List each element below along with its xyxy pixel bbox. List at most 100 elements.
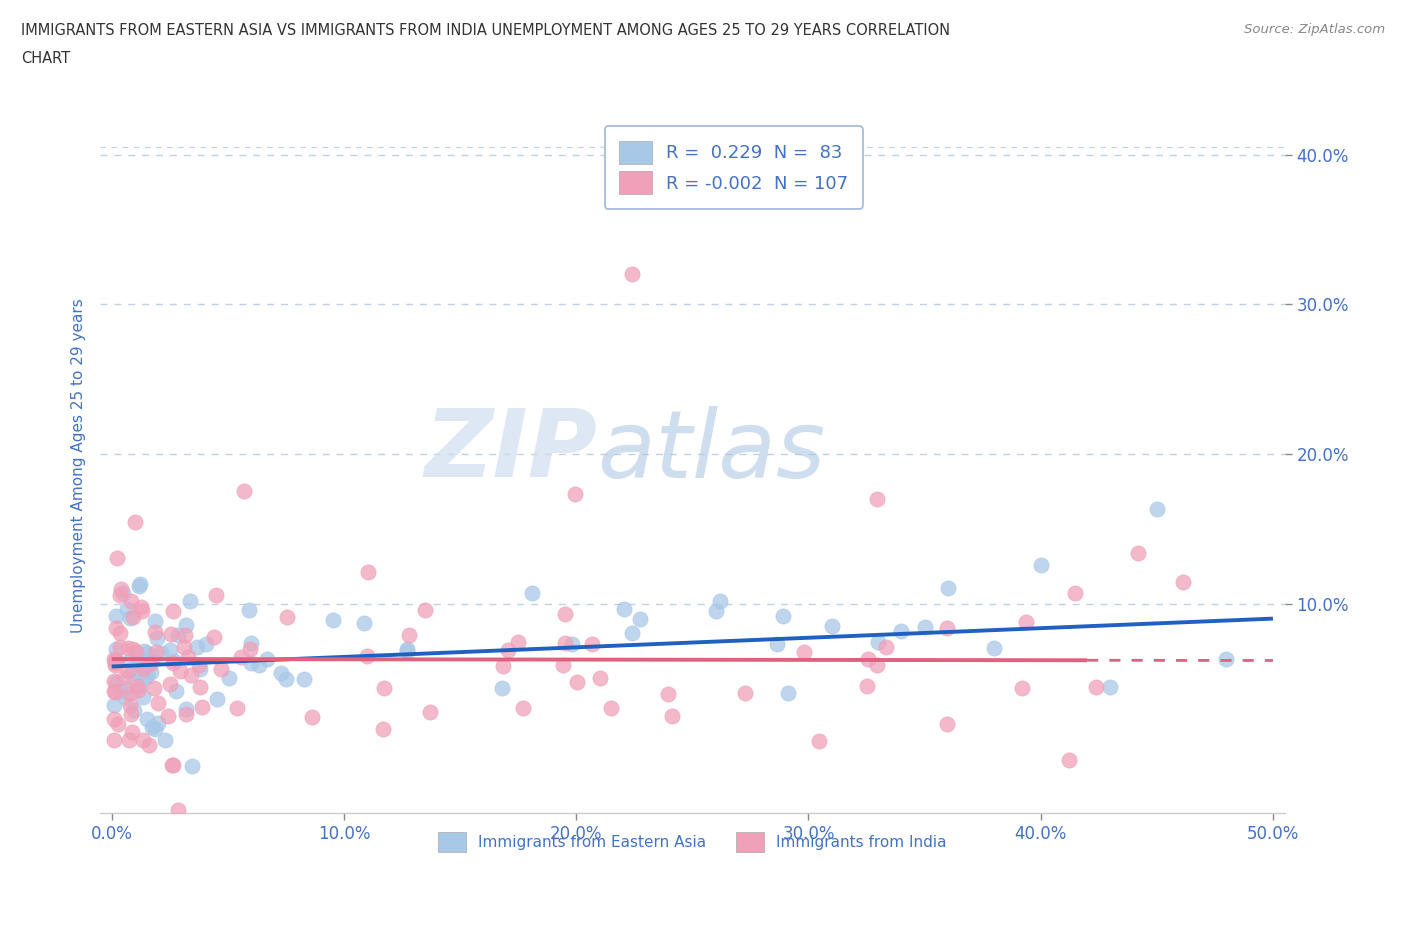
Point [117, 641, 139, 656]
Point [202, 629, 225, 644]
Point [114, 689, 136, 704]
Point [180, 668, 202, 683]
Point [139, 665, 162, 680]
Point [240, 656, 263, 671]
Point [134, 671, 156, 685]
Point [121, 610, 143, 625]
Point [599, 700, 621, 715]
Point [124, 514, 146, 529]
Point [129, 599, 152, 614]
Point [564, 487, 586, 502]
Point [232, 484, 254, 498]
Point [1099, 680, 1122, 695]
Point [734, 685, 756, 700]
Point [247, 658, 270, 672]
Point [132, 733, 155, 748]
Point [274, 672, 297, 687]
Point [104, 621, 127, 636]
Point [188, 661, 211, 676]
Point [103, 674, 125, 689]
Point [207, 692, 229, 707]
Point [498, 643, 520, 658]
Point [1215, 651, 1237, 666]
Point [162, 656, 184, 671]
Point [143, 681, 166, 696]
Point [554, 635, 576, 650]
Point [238, 603, 260, 618]
Point [174, 707, 197, 722]
Point [104, 642, 127, 657]
Point [115, 602, 138, 617]
Point [218, 671, 240, 685]
Point [181, 759, 204, 774]
Point [875, 640, 897, 655]
Point [163, 654, 186, 669]
Point [120, 611, 142, 626]
Point [512, 700, 534, 715]
Text: Source: ZipAtlas.com: Source: ZipAtlas.com [1244, 23, 1385, 36]
Point [188, 680, 211, 695]
Point [1085, 680, 1108, 695]
Point [765, 637, 787, 652]
Point [132, 653, 155, 668]
Point [104, 656, 127, 671]
Point [145, 645, 167, 660]
Point [1015, 615, 1038, 630]
Text: ZIP: ZIP [425, 405, 598, 498]
Point [270, 666, 292, 681]
Point [1171, 575, 1194, 590]
Point [492, 659, 515, 674]
Point [166, 628, 188, 643]
Point [772, 608, 794, 623]
Point [807, 734, 830, 749]
Point [160, 758, 183, 773]
Point [118, 698, 141, 713]
Point [935, 620, 957, 635]
Point [114, 681, 136, 696]
Point [131, 660, 153, 675]
Point [127, 683, 149, 698]
Point [121, 665, 143, 680]
Legend: Immigrants from Eastern Asia, Immigrants from India: Immigrants from Eastern Asia, Immigrants… [432, 826, 953, 857]
Point [866, 491, 889, 506]
Point [121, 642, 143, 657]
Point [131, 661, 153, 676]
Point [396, 644, 419, 658]
Point [195, 637, 218, 652]
Point [117, 664, 139, 679]
Point [138, 737, 160, 752]
Point [173, 639, 195, 654]
Point [138, 654, 160, 669]
Point [118, 733, 141, 748]
Point [1126, 546, 1149, 561]
Point [107, 717, 129, 732]
Point [105, 675, 128, 690]
Point [373, 681, 395, 696]
Point [240, 636, 263, 651]
Point [105, 551, 128, 565]
Point [1146, 502, 1168, 517]
Point [166, 803, 188, 817]
Point [112, 586, 135, 601]
Point [561, 636, 583, 651]
Point [191, 699, 214, 714]
Point [856, 678, 879, 693]
Point [108, 626, 131, 641]
Point [103, 651, 125, 666]
Point [131, 604, 153, 618]
Point [108, 640, 131, 655]
Point [139, 657, 162, 671]
Point [356, 648, 378, 663]
Point [145, 631, 167, 645]
Text: IMMIGRANTS FROM EASTERN ASIA VS IMMIGRANTS FROM INDIA UNEMPLOYMENT AMONG AGES 25: IMMIGRANTS FROM EASTERN ASIA VS IMMIGRAN… [21, 23, 950, 38]
Text: CHART: CHART [21, 51, 70, 66]
Point [122, 703, 145, 718]
Point [256, 652, 278, 667]
Point [936, 580, 959, 595]
Point [110, 581, 132, 596]
Point [135, 711, 157, 726]
Point [581, 637, 603, 652]
Point [159, 627, 181, 642]
Point [706, 604, 728, 618]
Point [108, 684, 131, 699]
